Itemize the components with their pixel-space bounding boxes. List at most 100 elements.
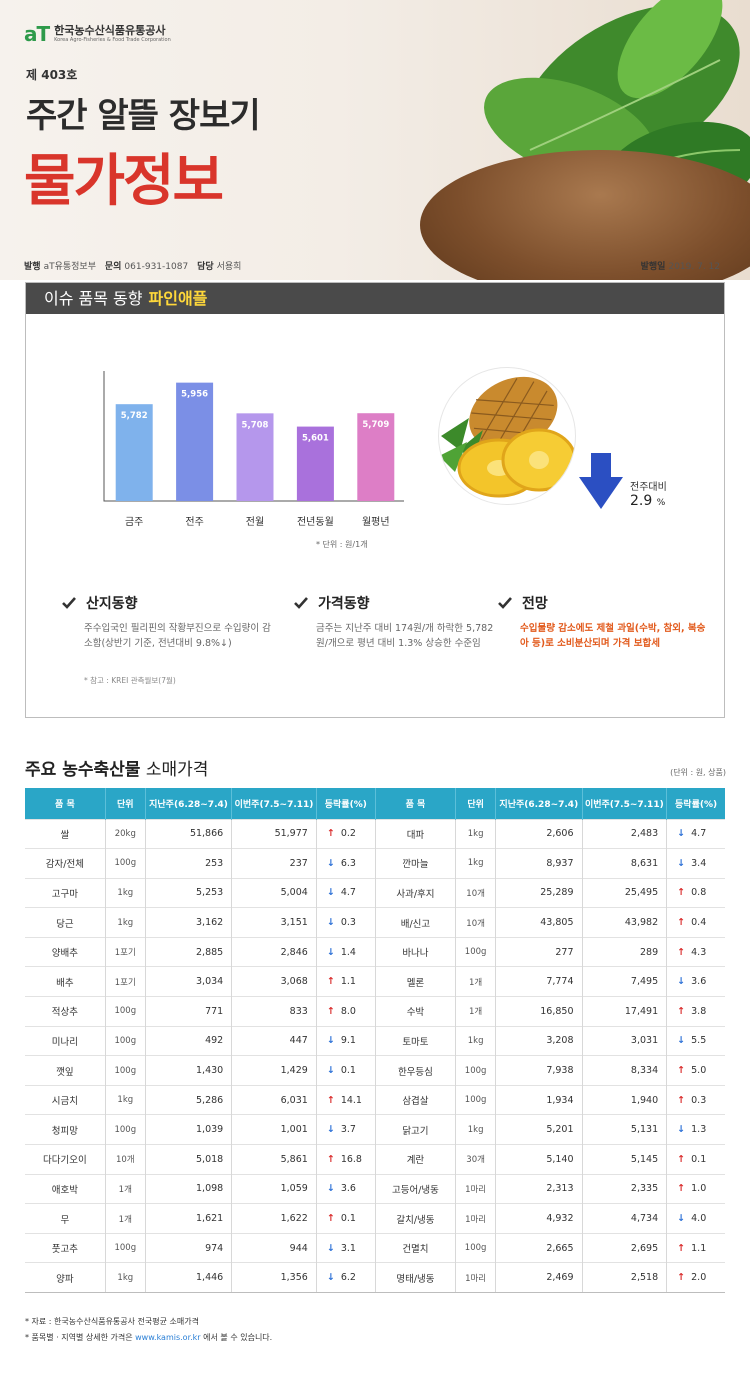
change-rate: ↓ 6.2 <box>315 1262 376 1293</box>
table-row: 당근 1kg 3,162 3,151 ↓ 0.3 배/신고 10개 43,805 43,982 ↑ 0… <box>25 907 725 938</box>
last-week-price: 2,469 <box>495 1262 583 1293</box>
last-week-price: 974 <box>144 1232 232 1263</box>
change-rate-value: 5.0 <box>691 1065 707 1077</box>
item-name: 계란 <box>374 1144 456 1175</box>
last-week-price: 7,938 <box>495 1055 583 1086</box>
this-week-price: 1,059 <box>231 1173 317 1204</box>
last-week-price: 5,201 <box>495 1114 583 1145</box>
bar-value-label: 5,709 <box>362 420 389 430</box>
item-unit: 1kg <box>455 1114 496 1145</box>
manager-label: 담당 <box>197 262 214 272</box>
change-rate: ↓ 6.3 <box>315 848 376 879</box>
check-icon <box>294 597 308 609</box>
arrow-down-icon: ↓ <box>326 1272 335 1284</box>
this-week-price: 2,695 <box>581 1232 667 1263</box>
wooden-bowl <box>420 150 750 280</box>
change-rate-value: 14.1 <box>340 1094 362 1106</box>
arrow-down-icon: ↓ <box>326 946 335 958</box>
logo-mark: aT <box>24 22 50 46</box>
bar <box>357 413 395 501</box>
column-header: 등락률(%) <box>666 788 725 819</box>
check-icon <box>62 597 76 609</box>
column-header: 품 목 <box>25 788 106 819</box>
issue-section: 이슈 품목 동향 파인애플 5,782 5,956 5,708 5,601 5,709 *… <box>25 282 725 718</box>
item-unit: 1kg <box>455 1025 496 1056</box>
item-name: 닭고기 <box>374 1114 456 1145</box>
change-rate: ↑ 0.2 <box>315 818 376 849</box>
detail-note-pre: * 품목별 · 지역별 상세한 가격은 <box>25 1333 133 1342</box>
last-week-price: 7,774 <box>495 966 583 997</box>
table-row: 다다기오이 10개 5,018 5,861 ↑ 16.8 계란 30개 5,140 5,145 ↑ 0… <box>25 1144 725 1175</box>
last-week-price: 5,253 <box>144 877 232 908</box>
category-label: 전년동월 <box>296 517 334 528</box>
this-week-price: 833 <box>231 996 317 1027</box>
arrow-down-icon: ↓ <box>677 1213 686 1225</box>
publisher: aT유통정보부 <box>43 262 96 272</box>
category-label: 전월 <box>245 517 265 528</box>
arrow-down-icon: ↓ <box>677 1035 686 1047</box>
arrow-up-icon: ↑ <box>326 1005 335 1017</box>
contact: 061-931-1087 <box>124 262 189 272</box>
this-week-price: 3,031 <box>581 1025 667 1056</box>
arrow-up-icon: ↑ <box>326 1153 335 1165</box>
change-rate: ↑ 16.8 <box>315 1144 376 1175</box>
this-week-price: 25,495 <box>581 877 667 908</box>
this-week-price: 447 <box>231 1025 317 1056</box>
bar <box>236 413 274 501</box>
change-rate-value: 1.1 <box>691 1242 707 1254</box>
item-name: 대파 <box>374 818 456 849</box>
item-unit: 1kg <box>455 848 496 879</box>
last-week-price: 1,446 <box>144 1262 232 1293</box>
change-rate-value: 0.2 <box>340 828 356 840</box>
change-rate-value: 4.7 <box>340 887 356 899</box>
this-week-price: 944 <box>231 1232 317 1263</box>
item-name: 애호박 <box>25 1173 106 1204</box>
change-rate: ↑ 3.8 <box>666 996 725 1027</box>
item-name: 깐마늘 <box>374 848 456 879</box>
arrow-down-icon: ↓ <box>326 917 335 929</box>
date-label: 발행일 <box>640 262 666 272</box>
item-unit: 100g <box>104 1025 146 1056</box>
arrow-up-icon: ↑ <box>677 1272 686 1284</box>
price-trend-title: 가격동향 <box>318 596 370 612</box>
this-week-price: 1,622 <box>231 1203 317 1234</box>
item-unit: 100g <box>104 1114 146 1145</box>
this-week-price: 5,004 <box>231 877 317 908</box>
arrow-down-icon: ↓ <box>326 857 335 869</box>
change-rate-value: 0.3 <box>691 1094 707 1106</box>
table-row: 배추 1포기 3,034 3,068 ↑ 1.1 멜론 1개 7,774 7,495 ↓ 3.6 <box>25 966 725 997</box>
kamis-link[interactable]: www.kamis.or.kr <box>135 1333 201 1342</box>
arrow-up-icon: ↑ <box>326 828 335 840</box>
publisher-label: 발행 <box>24 262 41 272</box>
item-unit: 20kg <box>104 818 146 849</box>
item-unit: 100g <box>104 848 146 879</box>
change-rate-value: 4.0 <box>691 1213 707 1225</box>
item-name: 양파 <box>25 1262 106 1293</box>
issue-heading: 이슈 품목 동향 파인애플 <box>26 283 724 314</box>
publish-date: 2019. 7. 12 <box>668 262 720 272</box>
item-name: 청피망 <box>25 1114 106 1145</box>
this-week-price: 8,334 <box>581 1055 667 1086</box>
column-header: 등락률(%) <box>315 788 376 819</box>
origin-trend: 산지동향 주수입국인 필리핀의 작황부진으로 수입량이 감소함(상반기 기준, … <box>62 593 272 651</box>
change-rate: ↓ 5.5 <box>666 1025 725 1056</box>
change-rate: ↑ 0.1 <box>666 1144 725 1175</box>
change-rate-value: 2.0 <box>691 1272 707 1284</box>
this-week-price: 2,846 <box>231 936 317 967</box>
wow-label: 전주대비 <box>630 482 667 493</box>
last-week-price: 51,866 <box>144 818 232 849</box>
this-week-price: 1,001 <box>231 1114 317 1145</box>
change-rate: ↑ 1.0 <box>666 1173 725 1204</box>
this-week-price: 4,734 <box>581 1203 667 1234</box>
detail-note-post: 에서 볼 수 있습니다. <box>203 1333 273 1342</box>
manager: 서용희 <box>216 262 242 272</box>
this-week-price: 1,356 <box>231 1262 317 1293</box>
item-unit: 1포기 <box>104 966 146 997</box>
outlook: 전망 수입물량 감소에도 제철 과일(수박, 참외, 복숭아 등)로 소비분산되… <box>498 593 713 651</box>
outlook-title: 전망 <box>522 596 548 612</box>
change-rate: ↓ 1.4 <box>315 936 376 967</box>
last-week-price: 492 <box>144 1025 232 1056</box>
price-trend-body: 금주는 지난주 대비 174원/개 하락한 5,782원/개으로 평년 대비 1… <box>316 623 494 649</box>
logo: aT 한국농수산식품유통공사 Korea Agro-Fisheries & Fo… <box>24 22 171 46</box>
item-unit: 1kg <box>455 818 496 849</box>
